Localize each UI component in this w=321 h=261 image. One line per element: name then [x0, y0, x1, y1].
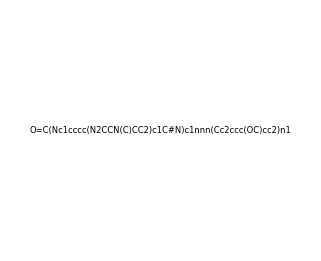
Text: O=C(Nc1cccc(N2CCN(C)CC2)c1C#N)c1nnn(Cc2ccc(OC)cc2)n1: O=C(Nc1cccc(N2CCN(C)CC2)c1C#N)c1nnn(Cc2c… [30, 126, 291, 135]
